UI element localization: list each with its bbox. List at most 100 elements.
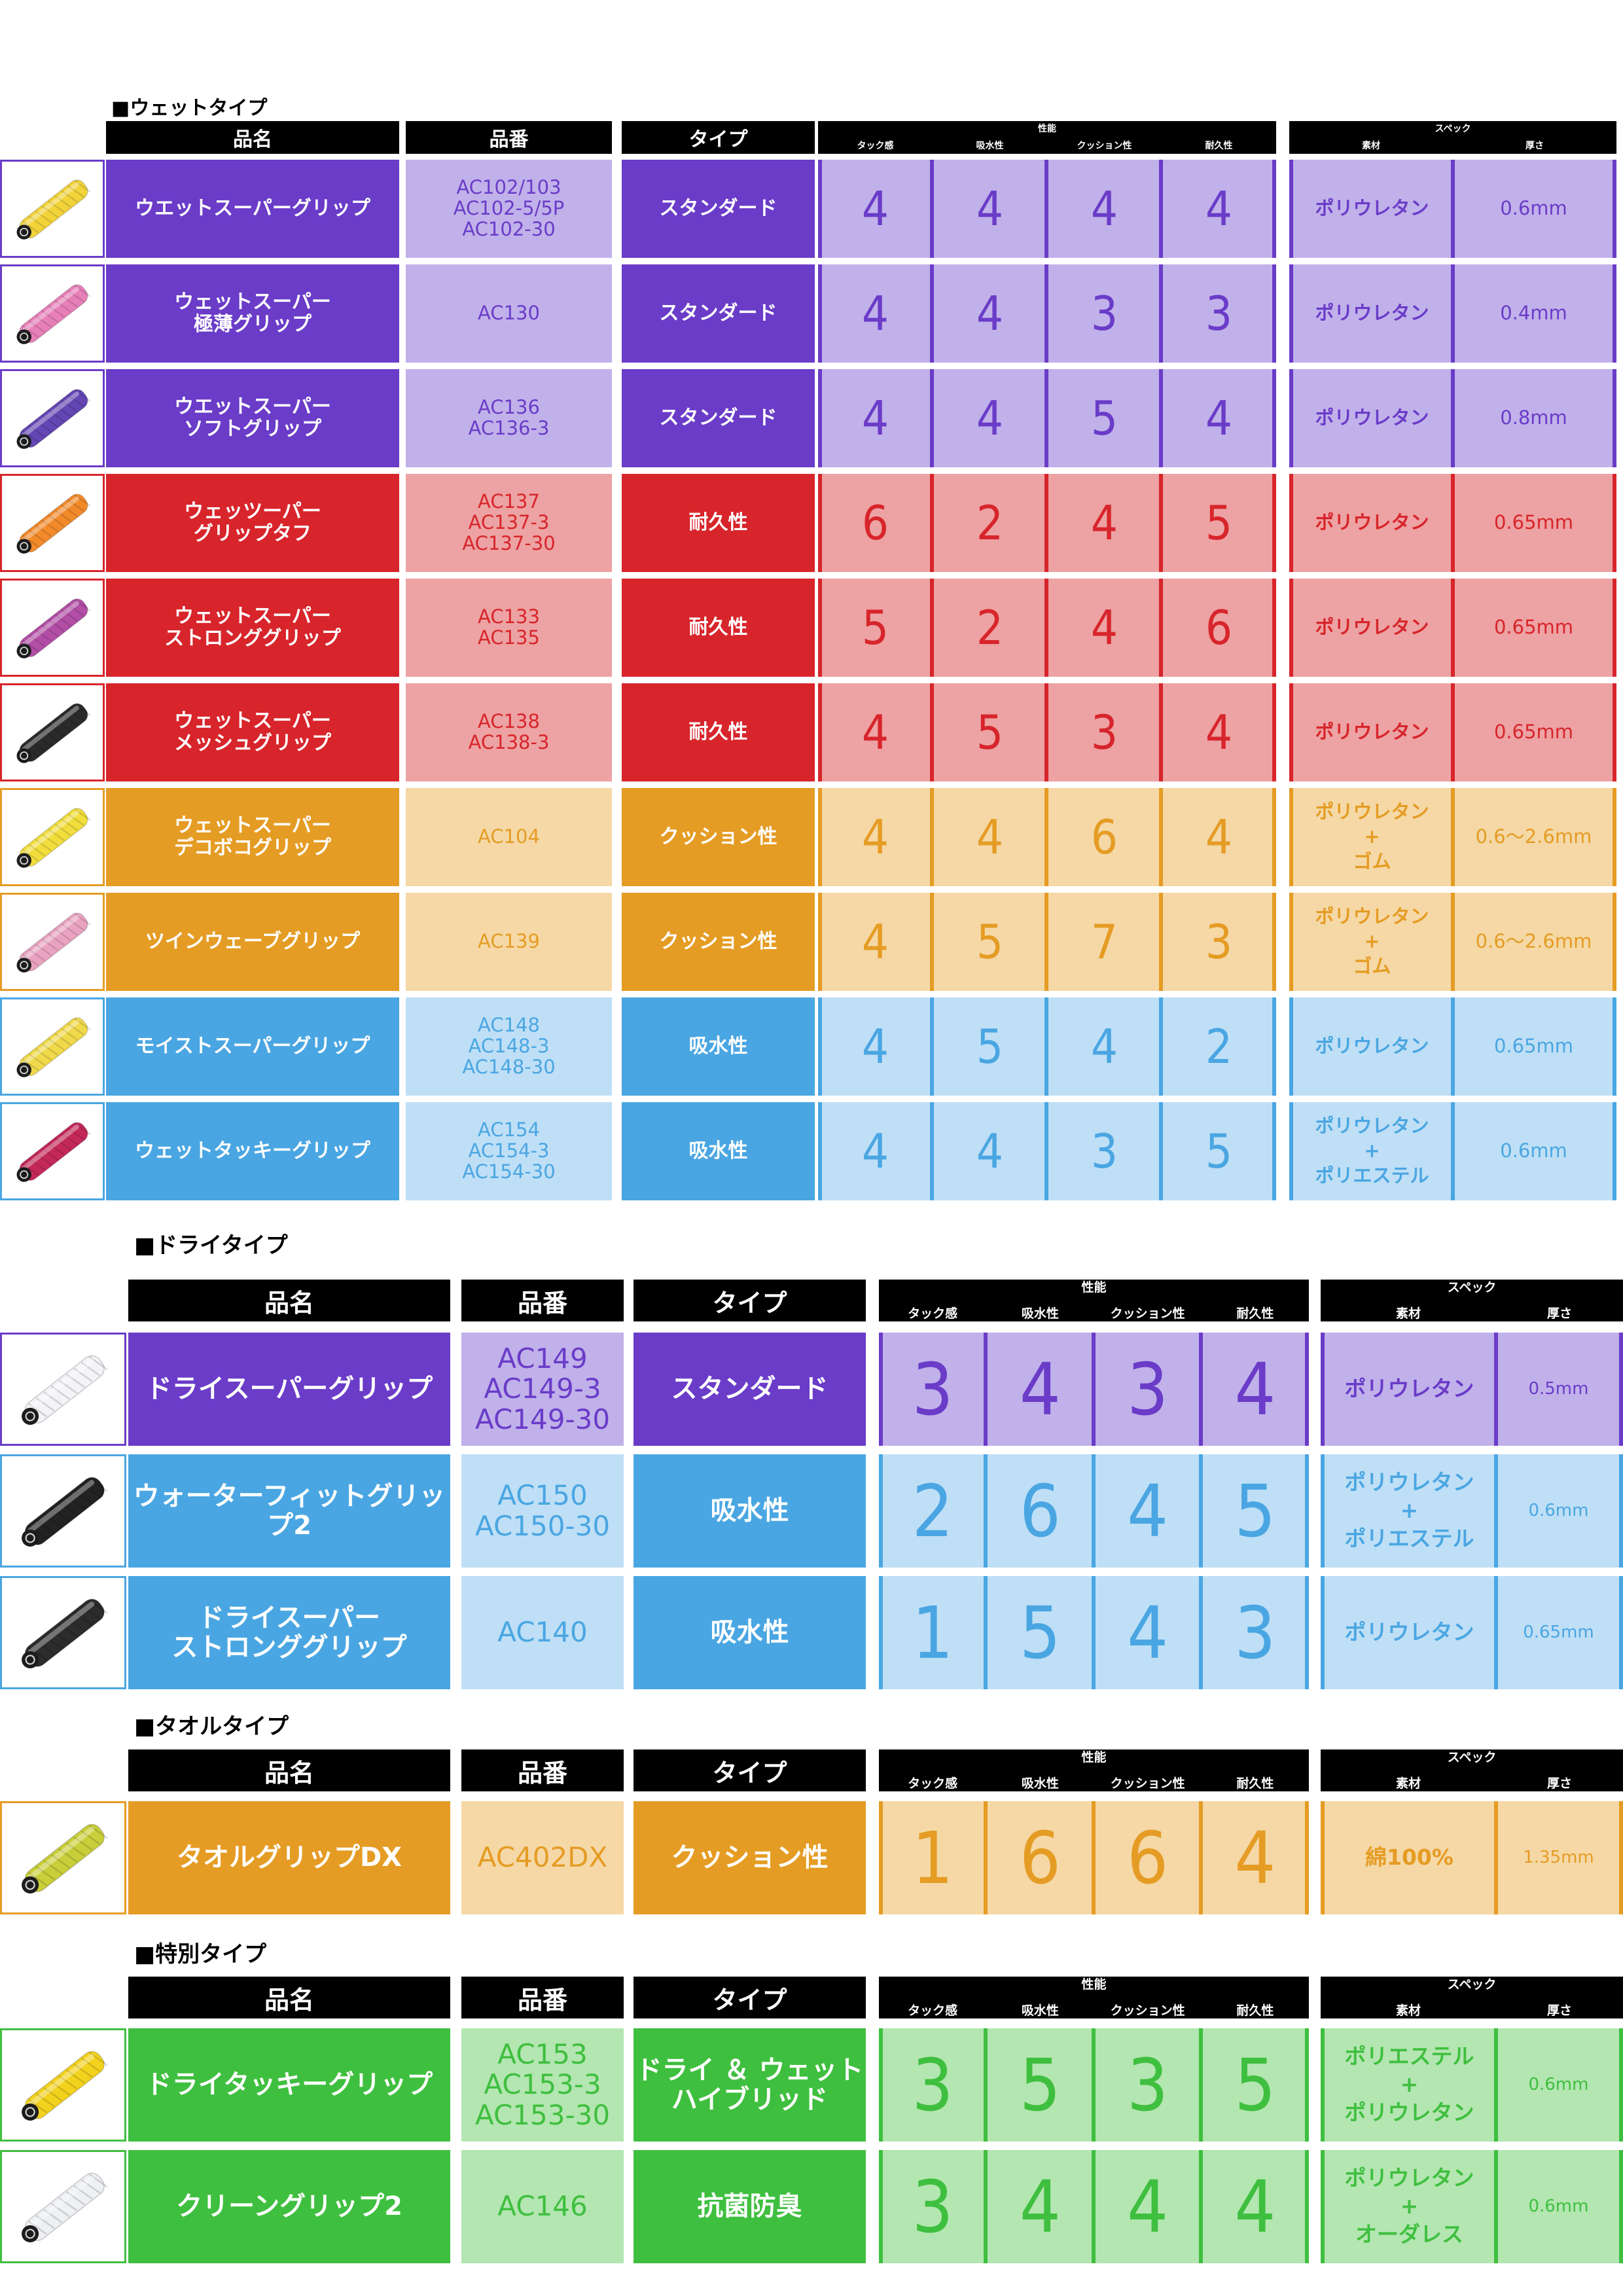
score-tack: 4 (861, 286, 889, 341)
score-divider (1091, 2150, 1096, 2263)
table-row[interactable]: ウェットスーパー デコボコグリップ AC104 クッション性 4 4 6 4 ポリウレタン +… (0, 788, 1623, 886)
table-row[interactable]: ドライスーパー ストロンググリップ AC140 吸水性 1 5 4 3 ポリウレタン 0.65m… (0, 1576, 1623, 1689)
score-divider (1044, 579, 1048, 677)
grip-towel-icon (22, 1823, 108, 1893)
product-name-text: クリーングリップ2 (176, 2191, 402, 2222)
table-row[interactable]: ドライスーパーグリップ AC149 AC149-3 AC149-30 スタンダード 3… (0, 1333, 1623, 1446)
material-text: ポリウレタン (1315, 616, 1429, 639)
header-spec-label: スペック (1435, 124, 1471, 134)
header-cushion: クッション性 (1110, 2003, 1185, 2018)
header-code: 品番 (461, 1977, 624, 2018)
score-divider (1305, 1801, 1309, 1914)
thickness: 0.6mm (1498, 2028, 1619, 2142)
score-divider (1159, 1102, 1163, 1200)
score-divider (930, 683, 934, 781)
material: ポリウレタン (1293, 160, 1451, 258)
table-row[interactable]: ツインウェーブグリップ AC139 クッション性 4 5 7 3 ポリウレタン + ゴム 0.6… (0, 893, 1623, 991)
score-divider (1044, 683, 1048, 781)
spec-divider (1493, 1454, 1498, 1568)
product-type-text: スタンダード (659, 302, 777, 325)
section-title: ■タオルタイプ (134, 1713, 289, 1740)
product-type-text: スタンダード (671, 1374, 829, 1405)
score-divider (818, 683, 822, 781)
product-type: スタンダード (622, 264, 815, 363)
score-divider (1305, 2028, 1309, 2142)
score-durability: 6 (1205, 600, 1233, 655)
score-divider (1305, 1576, 1309, 1689)
product-code-text: AC402DX (477, 1841, 608, 1874)
score-divider (1159, 160, 1163, 258)
product-code-text: AC137 AC137-3 AC137-30 (462, 490, 556, 554)
score-divider (1272, 1102, 1276, 1200)
spec-divider (1613, 579, 1616, 677)
score-absorb: 2 (976, 600, 1004, 655)
score-durability: 4 (1205, 705, 1233, 760)
table-row[interactable]: ウォーターフィットグリップ2 AC150 AC150-30 吸水性 2 6 4 5 ポリウレタ… (0, 1454, 1623, 1568)
table-row[interactable]: タオルグリップDX AC402DX クッション性 1 6 6 4 綿100% 1.35mm (0, 1801, 1623, 1914)
spec: ポリウレタン 0.6mm (1289, 160, 1616, 258)
product-name-text: ウェットスーパー 極薄グリップ (174, 291, 331, 336)
header-thickness: 厚さ (1546, 1776, 1572, 1791)
table-row[interactable]: ドライタッキーグリップ AC153 AC153-3 AC153-30 ドライ ＆ ウ… (0, 2028, 1623, 2142)
header-name-label: 品名 (264, 1758, 314, 1787)
product-name-text: ドライスーパー ストロンググリップ (171, 1602, 407, 1662)
product-name: ウォーターフィットグリップ2 (128, 1454, 450, 1568)
thickness: 0.6～2.6mm (1455, 893, 1613, 991)
score-tack: 1 (912, 1816, 954, 1900)
product-code: AC146 (461, 2150, 624, 2263)
spec-divider (1451, 264, 1455, 363)
header-name: 品名 (128, 1280, 450, 1321)
score-tack: 4 (861, 1019, 889, 1074)
score-cushion: 4 (1090, 181, 1118, 236)
header-durability: 耐久性 (1205, 141, 1233, 151)
table-row[interactable]: ウエットスーパー ソフトグリップ AC136 AC136-3 スタンダード 4 4 5 4 ポ… (0, 369, 1623, 467)
header-thickness: 厚さ (1546, 1306, 1572, 1321)
thickness: 0.6～2.6mm (1455, 788, 1613, 886)
table-row[interactable]: ウェットスーパー 極薄グリップ AC130 スタンダード 4 4 3 3 ポリウレタン 0.4m… (0, 264, 1623, 363)
header-name-label: 品名 (264, 1985, 314, 2015)
score-tack: 3 (912, 2164, 954, 2249)
thickness: 0.6mm (1455, 1102, 1613, 1200)
product-name-text: ウエットスーパー ソフトグリップ (174, 395, 331, 440)
header-spec-label: スペック (1447, 1977, 1497, 1992)
product-code: AC137 AC137-3 AC137-30 (406, 474, 612, 572)
thickness-text: 0.65mm (1493, 616, 1574, 639)
score-tack: 1 (912, 1590, 954, 1675)
material: ポリウレタン (1293, 264, 1451, 363)
table-row[interactable]: クリーングリップ2 AC146 抗菌防臭 3 4 4 4 ポリウレタン + オーダレス 0.6m… (0, 2150, 1623, 2263)
table-row[interactable]: ウェットスーパー メッシュグリップ AC138 AC138-3 耐久性 4 5 3 4 ポリウ… (0, 683, 1623, 781)
product-name: ウェットスーパー メッシュグリップ (106, 683, 399, 781)
table-row[interactable]: ウェットスーパー ストロンググリップ AC133 AC135 耐久性 5 2 4 6 ポリウレ… (0, 579, 1623, 677)
score-divider (984, 1454, 988, 1568)
score-cushion: 5 (1090, 391, 1118, 446)
thickness: 0.4mm (1455, 264, 1613, 363)
header-type-label: タイプ (688, 128, 748, 151)
score-divider (1305, 1333, 1309, 1446)
spec: 綿100% 1.35mm (1321, 1801, 1623, 1914)
header-type: タイプ (622, 121, 815, 154)
product-name-text: ウェットタッキーグリップ (135, 1139, 370, 1163)
score-durability: 4 (1205, 810, 1233, 865)
spec-divider (1451, 369, 1455, 467)
spec-divider (1289, 788, 1293, 886)
score-durability: 4 (1205, 181, 1233, 236)
table-row[interactable]: モイストスーパーグリップ AC148 AC148-3 AC148-30 吸水性 4 5 4… (0, 997, 1623, 1096)
score-cushion: 3 (1090, 286, 1118, 341)
score-divider (879, 1801, 883, 1914)
product-code-text: AC146 (497, 2190, 588, 2223)
score-divider (1272, 474, 1276, 572)
table-row[interactable]: ウェットタッキーグリップ AC154 AC154-3 AC154-30 吸水性 4 4 3… (0, 1102, 1623, 1200)
score-divider (1159, 683, 1163, 781)
grip-thumbnail (0, 1454, 126, 1568)
product-type: 耐久性 (622, 579, 815, 677)
score-divider (1044, 893, 1048, 991)
score-divider (1159, 997, 1163, 1096)
table-row[interactable]: ウェッツーパー グリップタフ AC137 AC137-3 AC137-30 耐久性 6… (0, 474, 1623, 572)
score-cushion: 6 (1090, 810, 1118, 865)
material-text: ポリウレタン + ゴム (1315, 905, 1429, 977)
table-row[interactable]: ウエットスーパーグリップ AC102/103 AC102-5/5P AC102-3… (0, 160, 1623, 258)
header-type: タイプ (633, 1749, 866, 1791)
